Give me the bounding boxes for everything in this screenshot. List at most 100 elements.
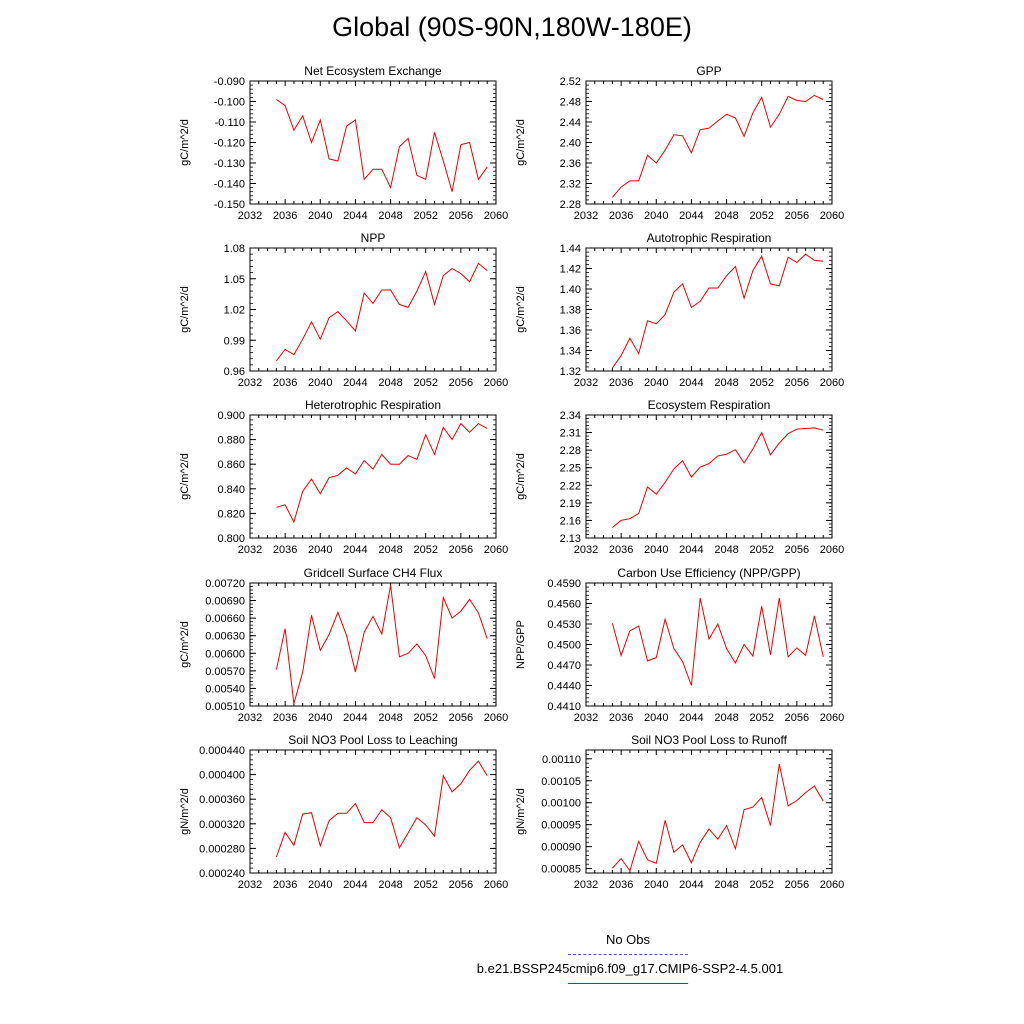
y-axis-label: NPP/GPP	[515, 620, 527, 669]
x-tick-label: 2044	[679, 879, 703, 891]
x-tick-label: 2044	[679, 712, 703, 724]
panel-title: Soil NO3 Pool Loss to Leaching	[288, 733, 457, 747]
y-axis-label: gC/m^2/d	[179, 453, 191, 500]
x-tick-label: 2052	[749, 712, 773, 724]
y-tick-label: 0.00570	[205, 666, 245, 678]
panel-3: Autotrophic Respiration 2032 2036 2040 2044 2…	[515, 231, 844, 389]
x-tick-label: 2044	[679, 544, 703, 556]
x-tick-label: 2040	[644, 879, 668, 891]
y-tick-label: 2.16	[560, 515, 581, 527]
y-tick-label: 0.00630	[205, 631, 245, 643]
panel-5: Ecosystem Respiration 2032 2036 2040 2044 204…	[515, 398, 844, 556]
y-tick-label: 1.38	[560, 305, 581, 317]
y-tick-label: -0.110	[215, 117, 245, 129]
y-tick-label: 0.000240	[199, 868, 245, 880]
y-tick-label: -0.140	[214, 179, 245, 191]
y-tick-label: 0.000280	[199, 843, 245, 855]
panel-title: Soil NO3 Pool Loss to Runoff	[631, 733, 788, 747]
y-tick-label: 0.00540	[205, 683, 245, 695]
y-tick-label: 2.34	[560, 410, 581, 422]
y-tick-label: 2.31	[560, 428, 581, 440]
series-line	[611, 597, 824, 686]
y-tick-label: 0.4500	[547, 640, 581, 652]
x-tick-label: 2056	[785, 377, 809, 389]
y-tick-label: 0.000360	[199, 794, 245, 806]
y-tick-label: -0.090	[214, 76, 245, 88]
x-tick-label: 2048	[378, 879, 402, 891]
x-tick-label: 2052	[749, 377, 773, 389]
x-tick-label: 2040	[644, 712, 668, 724]
x-tick-label: 2056	[785, 210, 809, 222]
x-tick-label: 2060	[820, 712, 844, 724]
y-tick-label: 1.02	[224, 305, 245, 317]
series-line	[275, 760, 488, 858]
series-line	[276, 99, 488, 192]
y-tick-label: 0.880	[217, 435, 245, 447]
x-tick-label: 2040	[644, 210, 668, 222]
series-line	[276, 422, 488, 524]
series-line	[612, 94, 824, 198]
y-tick-label: 1.08	[224, 243, 245, 255]
x-tick-label: 2056	[449, 544, 473, 556]
y-tick-label: 2.48	[560, 97, 581, 109]
y-tick-label: 2.28	[560, 445, 581, 457]
y-axis-label: gN/m^2/d	[515, 788, 527, 835]
panel-7: Carbon Use Efficiency (NPP/GPP) 2032 2036 2…	[515, 566, 844, 724]
y-axis-label: gC/m^2/d	[515, 453, 527, 500]
x-tick-label: 2056	[785, 544, 809, 556]
x-tick-label: 2044	[343, 879, 367, 891]
y-tick-label: 1.36	[560, 325, 581, 337]
x-tick-label: 2056	[449, 377, 473, 389]
y-tick-label: 0.00510	[205, 701, 245, 713]
x-tick-label: 2052	[413, 210, 437, 222]
y-tick-label: 2.52	[560, 76, 581, 88]
x-tick-label: 2060	[484, 210, 508, 222]
y-tick-label: 1.05	[224, 274, 245, 286]
y-tick-label: 0.00660	[205, 613, 245, 625]
x-tick-label: 2036	[273, 712, 297, 724]
legend-obs-line	[568, 954, 688, 955]
x-tick-label: 2032	[238, 377, 262, 389]
x-tick-label: 2044	[343, 712, 367, 724]
x-tick-label: 2048	[378, 377, 402, 389]
plot-frame	[249, 414, 497, 539]
x-tick-label: 2048	[378, 712, 402, 724]
x-tick-label: 2060	[484, 544, 508, 556]
x-tick-label: 2056	[785, 712, 809, 724]
x-tick-label: 2032	[574, 544, 598, 556]
y-tick-label: 0.00105	[541, 776, 581, 788]
x-tick-label: 2040	[308, 377, 332, 389]
y-tick-label: 1.34	[560, 346, 581, 358]
y-tick-label: 2.32	[560, 179, 581, 191]
x-tick-label: 2052	[413, 712, 437, 724]
x-tick-label: 2040	[308, 210, 332, 222]
y-tick-label: -0.120	[214, 138, 245, 150]
x-tick-label: 2032	[238, 544, 262, 556]
panel-9: Soil NO3 Pool Loss to Runoff 2032 2036 2040…	[515, 733, 844, 891]
panel-title: NPP	[361, 231, 386, 245]
series-line	[276, 262, 488, 362]
x-tick-label: 2036	[609, 712, 633, 724]
x-tick-label: 2052	[413, 879, 437, 891]
x-tick-label: 2060	[820, 879, 844, 891]
x-tick-label: 2040	[644, 377, 668, 389]
x-tick-label: 2044	[343, 544, 367, 556]
y-tick-label: 0.00600	[205, 648, 245, 660]
y-tick-label: 2.25	[560, 463, 581, 475]
series-line	[611, 253, 824, 369]
y-tick-label: 0.00690	[205, 596, 245, 608]
y-tick-label: 0.4410	[547, 701, 581, 713]
panel-title: Carbon Use Efficiency (NPP/GPP)	[617, 566, 800, 580]
x-tick-label: 2060	[820, 377, 844, 389]
y-tick-label: 0.00095	[541, 820, 581, 832]
y-tick-label: 2.22	[560, 480, 581, 492]
x-tick-label: 2044	[343, 377, 367, 389]
y-tick-label: 2.36	[560, 158, 581, 170]
y-tick-label: 2.28	[560, 199, 581, 211]
panel-title: GPP	[696, 64, 721, 78]
y-tick-label: 1.32	[560, 366, 581, 378]
panel-8: Soil NO3 Pool Loss to Leaching 2032 2036 20…	[179, 733, 508, 891]
plot-frame	[249, 247, 497, 372]
x-tick-label: 2052	[749, 879, 773, 891]
y-axis-label: gC/m^2/d	[515, 286, 527, 333]
